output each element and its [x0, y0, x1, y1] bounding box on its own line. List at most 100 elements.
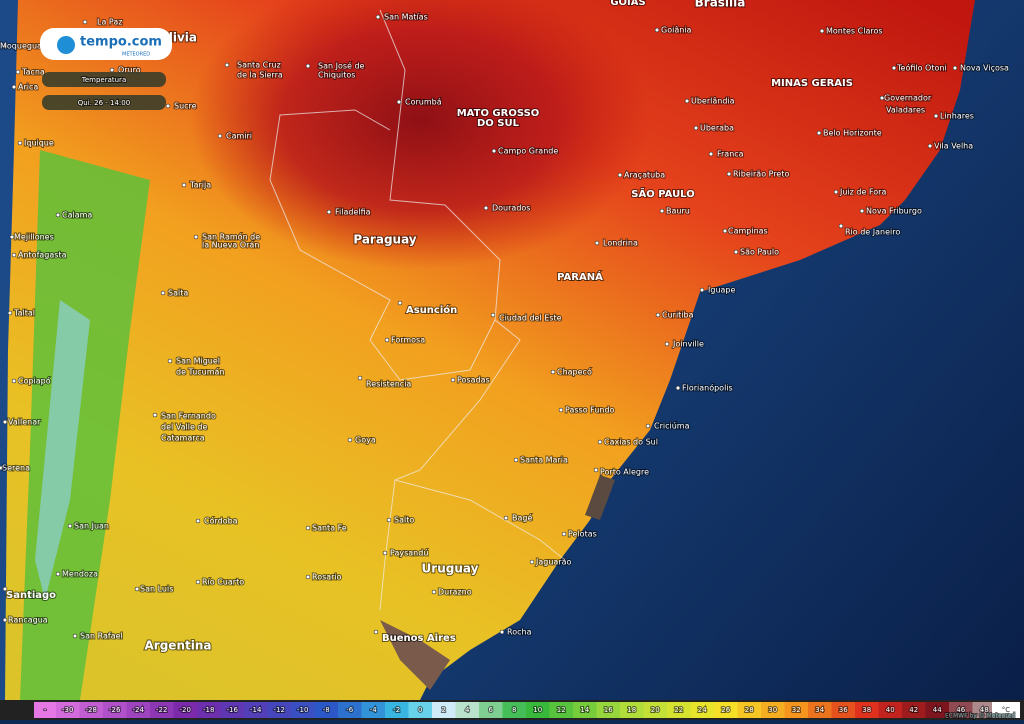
- city-dot: [593, 467, 599, 473]
- legend-swatch: [878, 702, 902, 718]
- city-dot: [9, 234, 15, 240]
- time: Qui. 26 - 14:00: [78, 99, 130, 107]
- city-label: São Paulo: [740, 248, 779, 257]
- legend-value: -10: [297, 706, 308, 714]
- andes-cold: [35, 300, 90, 600]
- city-label: Buenos Aires: [382, 633, 456, 644]
- city-label: Río Cuarto: [202, 578, 244, 587]
- city-dot: [2, 586, 8, 592]
- city-dot: [181, 182, 187, 188]
- city-label: Rosario: [312, 573, 342, 582]
- legend-swatch: [79, 702, 103, 718]
- city-label: San Fernando: [161, 412, 216, 421]
- legend-swatch: [455, 702, 479, 718]
- legend-value: 26: [721, 706, 730, 714]
- city-label: Bagé: [512, 513, 532, 523]
- city-label: de Tucumán: [176, 368, 225, 377]
- legend-value: 12: [557, 706, 566, 714]
- legend-value: 4: [465, 706, 470, 714]
- sub-brand: METEORED: [122, 52, 150, 58]
- city-label: Resistencia: [366, 380, 411, 389]
- legend-value: 0: [418, 706, 422, 714]
- city-dot: [382, 550, 388, 556]
- city-dot: [699, 287, 705, 293]
- legend-value: -20: [180, 706, 191, 714]
- legend-value: 36: [839, 706, 848, 714]
- city-label: Florianópolis: [682, 383, 733, 393]
- region-label: MINAS GERAIS: [771, 78, 853, 89]
- legend-swatch: [220, 702, 244, 718]
- legend-swatch: [502, 702, 526, 718]
- legend-value: -2: [393, 706, 400, 714]
- city-dot: [645, 423, 651, 429]
- city-dot: [11, 378, 17, 384]
- border: [269, 9, 501, 381]
- city-label: Montes Claros: [826, 27, 883, 36]
- region-label: Brasília: [695, 0, 746, 10]
- legend-value: 16: [604, 706, 613, 714]
- rio-de-la-plata: [380, 620, 450, 690]
- region-label: MATO GROSSO: [457, 108, 540, 119]
- city-label: Santa Cruz: [237, 61, 281, 70]
- credit: ECMWF by © Meteored: [945, 713, 1015, 720]
- city-label: Nova Viçosa: [960, 64, 1009, 73]
- legend-swatch: [244, 702, 268, 718]
- logo-box: [40, 28, 172, 60]
- city-dot: [529, 559, 535, 565]
- region-label: DO SUL: [477, 118, 520, 129]
- city-dot: [693, 125, 699, 131]
- city-label: de la Sierra: [237, 71, 283, 80]
- legend-swatch: [479, 702, 503, 718]
- city-dot: [384, 337, 390, 343]
- legend-value: 34: [815, 706, 824, 714]
- city-dot: [397, 300, 403, 306]
- city-dot: [655, 312, 661, 318]
- city-label: Mejillones: [14, 233, 54, 242]
- city-dot: [499, 629, 505, 635]
- legend-value: 28: [745, 706, 754, 714]
- legend-value: 42: [909, 706, 918, 714]
- city-label: Franca: [717, 150, 744, 159]
- city-label: Uberaba: [700, 124, 734, 133]
- legend-swatch: [596, 702, 620, 718]
- city-dot: [733, 249, 739, 255]
- city-dot: [305, 574, 311, 580]
- layer-pill[interactable]: [42, 72, 166, 87]
- city-label: Valadares: [886, 106, 925, 115]
- city-dot: [550, 369, 556, 375]
- city-dot: [357, 375, 363, 381]
- legend-value: 18: [627, 706, 636, 714]
- city-dot: [55, 212, 61, 218]
- city-label: Chiquitos: [318, 71, 355, 80]
- city-label: Uberlândia: [691, 97, 735, 106]
- legend-value: 14: [580, 706, 589, 714]
- legend-value: 20: [651, 706, 660, 714]
- city-label: Caxias do Sul: [604, 438, 658, 447]
- city-label: Paysandú: [390, 549, 428, 558]
- region-label: PARANÁ: [557, 270, 603, 283]
- city-label: Bauru: [666, 207, 690, 216]
- city-dot: [431, 589, 437, 595]
- legend-value: -6: [346, 706, 354, 714]
- pacific: [0, 0, 18, 700]
- city-label: Asunción: [406, 304, 457, 316]
- region-label: Uruguay: [422, 562, 479, 576]
- legend-swatch: [902, 702, 926, 718]
- city-dot: [450, 377, 456, 383]
- legend-swatch: [432, 702, 456, 718]
- city-label: Moquegua: [0, 42, 42, 51]
- city-label: Arica: [18, 83, 38, 92]
- time-pill[interactable]: [42, 95, 166, 110]
- city-dot: [684, 98, 690, 104]
- city-label: Iguape: [708, 286, 735, 295]
- city-label: la Nueva Orán: [202, 241, 259, 250]
- city-label: Corumbá: [405, 98, 442, 107]
- city-label: del Valle de: [161, 423, 208, 432]
- layer: Temperatura: [81, 76, 126, 84]
- city-dot: [160, 290, 166, 296]
- city-dot: [933, 113, 939, 119]
- city-label: La Paz: [97, 18, 122, 27]
- city-label: Tarija: [189, 181, 211, 190]
- city-dot: [654, 27, 660, 33]
